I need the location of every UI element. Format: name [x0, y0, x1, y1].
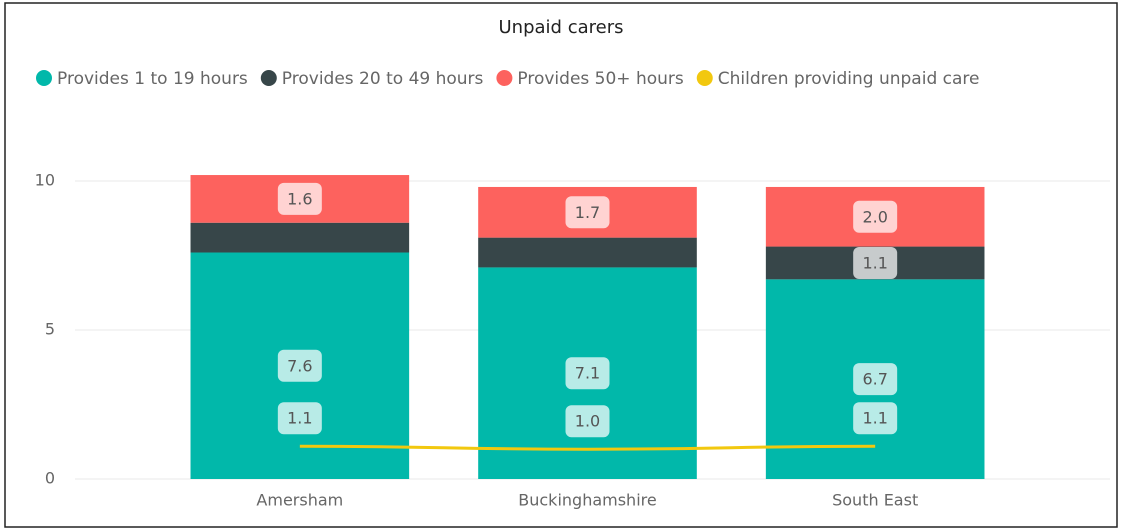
x-tick-label: Amersham — [256, 491, 343, 510]
data-label-box — [853, 246, 898, 279]
chart-title: Unpaid carers — [499, 17, 624, 38]
legend-label: Provides 20 to 49 hours — [282, 69, 484, 89]
legend-label: Children providing unpaid care — [718, 69, 980, 89]
y-tick-label: 0 — [45, 469, 55, 488]
data-label: 1.7 — [575, 203, 600, 222]
data-label-box — [565, 196, 610, 229]
y-tick-label: 10 — [35, 171, 55, 190]
data-label: 1.1 — [287, 409, 312, 428]
legend-marker — [696, 70, 713, 86]
legend-marker — [260, 70, 277, 86]
legend-label: Provides 50+ hours — [517, 69, 683, 89]
data-label: 1.1 — [862, 253, 887, 272]
legend-marker — [36, 70, 52, 86]
bar-segment — [478, 237, 697, 268]
data-label-box — [853, 402, 898, 435]
data-label: 2.0 — [862, 207, 887, 226]
x-tick-label: South East — [832, 491, 918, 510]
line — [299, 444, 876, 451]
data-label-box — [853, 200, 898, 233]
data-label: 7.6 — [287, 356, 312, 375]
legend-marker — [496, 70, 513, 86]
data-label-box — [565, 357, 610, 390]
bar-segment — [190, 222, 410, 253]
y-tick-label: 5 — [45, 320, 55, 339]
data-label: 1.6 — [287, 189, 312, 208]
data-label-box — [853, 363, 898, 396]
data-label: 7.1 — [575, 364, 600, 383]
x-tick-label: Buckinghamshire — [518, 491, 656, 510]
data-label-box — [565, 405, 610, 438]
frame — [4, 2, 1118, 528]
data-label-box — [277, 402, 322, 435]
data-label-box — [277, 182, 322, 215]
legend-label: Provides 1 to 19 hours — [57, 69, 248, 89]
data-label-box — [277, 349, 322, 382]
data-label: 6.7 — [862, 370, 887, 389]
data-label: 1.1 — [862, 409, 887, 428]
data-label: 1.0 — [575, 412, 600, 431]
